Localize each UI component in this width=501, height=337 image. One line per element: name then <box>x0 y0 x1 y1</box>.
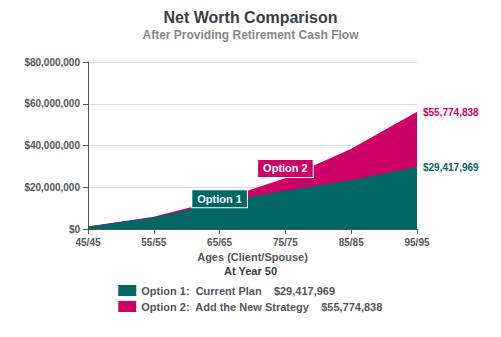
svg-text:Option 2: Add the New Strateg: Option 2: Add the New Strategy $55,774,8… <box>141 301 382 313</box>
svg-text:55/55: 55/55 <box>141 237 166 248</box>
svg-text:$20,000,000: $20,000,000 <box>24 182 80 193</box>
svg-text:$60,000,000: $60,000,000 <box>24 98 80 109</box>
svg-text:After Providing Retirement Cas: After Providing Retirement Cash Flow <box>142 28 359 42</box>
svg-text:95/95: 95/95 <box>404 237 429 248</box>
svg-text:75/75: 75/75 <box>273 237 298 248</box>
svg-text:Option 1: Current Plan $29: Option 1: Current Plan $29,417,969 <box>141 285 335 297</box>
svg-text:$40,000,000: $40,000,000 <box>24 140 80 151</box>
svg-text:$29,417,969: $29,417,969 <box>423 162 479 173</box>
svg-text:Option 2: Option 2 <box>263 162 308 174</box>
svg-text:65/65: 65/65 <box>207 237 232 248</box>
svg-text:Option 1: Option 1 <box>197 193 242 205</box>
svg-text:Ages (Client/Spouse): Ages (Client/Spouse) <box>197 251 308 263</box>
svg-text:At Year 50: At Year 50 <box>224 265 277 277</box>
svg-text:45/45: 45/45 <box>75 237 100 248</box>
svg-text:Net Worth Comparison: Net Worth Comparison <box>164 9 338 26</box>
svg-text:$80,000,000: $80,000,000 <box>24 57 80 68</box>
svg-text:$0: $0 <box>69 224 81 235</box>
svg-text:$55,774,838: $55,774,838 <box>423 107 479 118</box>
svg-text:85/85: 85/85 <box>339 237 364 248</box>
